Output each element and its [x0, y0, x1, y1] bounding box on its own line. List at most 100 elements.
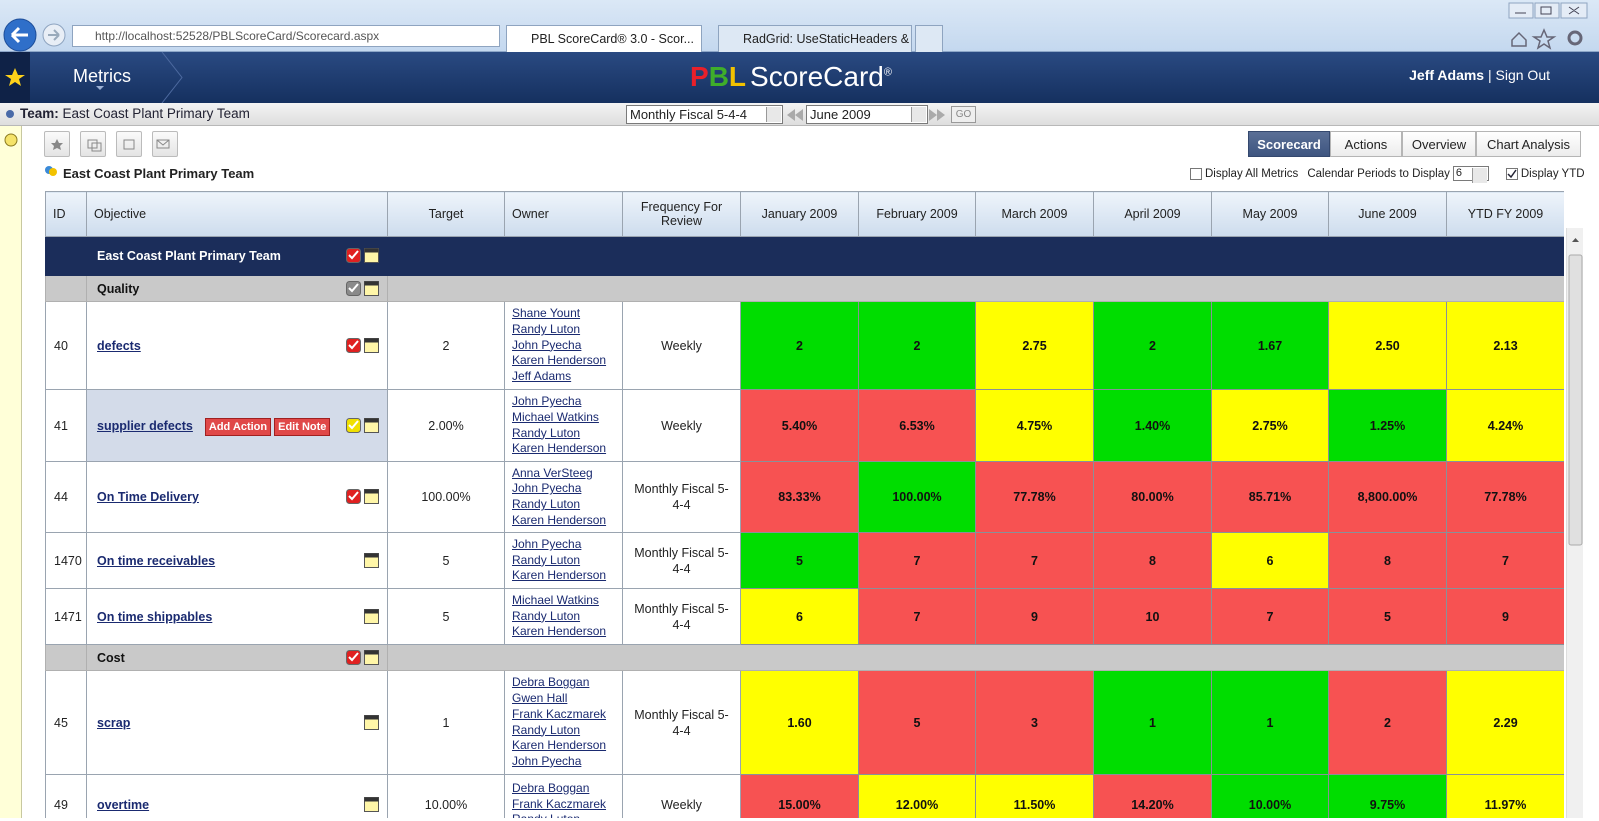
owner-link[interactable]: Karen Henderson: [512, 353, 607, 368]
objective-link[interactable]: On Time Delivery: [97, 490, 199, 504]
owner-link[interactable]: Randy Luton: [512, 497, 581, 511]
icons: [364, 608, 379, 624]
periods-select[interactable]: 6: [1452, 166, 1489, 183]
owner-link[interactable]: Michael Watkins: [512, 592, 599, 607]
owner-link[interactable]: Randy Luton: [512, 812, 622, 818]
status-check: [346, 280, 361, 296]
tab[interactable]: Chart Analysis: [1476, 131, 1581, 157]
owner-link[interactable]: Debra Boggan: [512, 675, 590, 690]
action-button[interactable]: Edit Note: [274, 417, 331, 436]
display-ytd-checkbox[interactable]: [1505, 167, 1518, 180]
owner-link[interactable]: Karen Henderson: [512, 738, 607, 753]
note-icon-shape: [364, 337, 379, 353]
display-all-checkbox[interactable]: [1190, 167, 1202, 180]
owner-link[interactable]: Karen Henderson: [512, 512, 607, 527]
side-panel: [0, 126, 22, 818]
column-header: February 2009: [858, 191, 976, 237]
note-icon: [364, 280, 379, 296]
action-button[interactable]: Add Action: [204, 417, 272, 436]
period-select[interactable]: June 2009: [806, 105, 928, 124]
display-ytd-label: Display YTD: [1520, 167, 1585, 180]
column-header: May 2009: [1211, 191, 1329, 237]
icons: [346, 248, 379, 263]
owner-link[interactable]: Karen Henderson: [512, 441, 607, 456]
metric-row: 1471 On time shippables 5 Michael Watkins Ra…: [45, 588, 1564, 645]
value-cell: 8,800.00%: [1328, 461, 1447, 533]
tab[interactable]: Scorecard: [1248, 131, 1330, 157]
note-icon-shape: [364, 417, 379, 433]
side-icon[interactable]: [0, 126, 22, 156]
objective-link[interactable]: overtime: [97, 797, 150, 812]
owner-cell: Shane Yount Randy Luton John Pyecha Karen H…: [504, 301, 623, 390]
owner-link[interactable]: Karen Henderson: [512, 568, 607, 583]
owner-link[interactable]: Shane Yount: [512, 306, 581, 321]
logo-letter: B: [708, 61, 729, 92]
toolbar-button[interactable]: [116, 131, 142, 157]
owner-link[interactable]: Randy Luton: [512, 321, 581, 336]
metric-row: 41 supplier defects Add Action Edit Note 2.0…: [45, 389, 1564, 462]
owner-cell: Michael Watkins Randy Luton Karen Henderso…: [504, 588, 623, 645]
objective-link[interactable]: defects: [97, 338, 141, 353]
sign-out[interactable]: Sign Out: [1495, 67, 1550, 83]
objective-link[interactable]: supplier defects: [97, 418, 193, 433]
address-bar[interactable]: http://localhost:52528/PBLScoreCard/Scor…: [72, 25, 500, 47]
group-row: East Coast Plant Primary Team: [45, 236, 1564, 276]
section-name: Cost: [97, 650, 125, 665]
frequency-cell: Weekly: [622, 301, 741, 390]
new-tab[interactable]: [915, 25, 943, 52]
period-nav[interactable]: [787, 108, 947, 122]
value-cell: 2.75: [975, 301, 1094, 390]
tab[interactable]: Overview: [1402, 131, 1476, 157]
owner-link[interactable]: Karen Henderson: [512, 624, 607, 639]
note-icon: [364, 248, 379, 263]
objective-cell: supplier defects Add Action Edit Note: [86, 389, 388, 462]
owner-link[interactable]: John Pyecha: [512, 753, 582, 768]
objective-link[interactable]: scrap: [97, 715, 131, 730]
owner-link[interactable]: Randy Luton: [512, 722, 581, 737]
tab[interactable]: Actions: [1330, 131, 1402, 157]
owner-link[interactable]: Gwen Hall: [512, 691, 568, 706]
owner-link[interactable]: Jeff Adams: [512, 369, 572, 384]
owner-link[interactable]: Randy Luton: [512, 608, 581, 623]
target-cell: 2: [387, 301, 505, 390]
section-row: Quality: [45, 275, 1564, 302]
owner-link[interactable]: Randy Luton: [512, 552, 581, 567]
column-header: Frequency For Review: [622, 191, 741, 237]
owner-link[interactable]: Anna VerSteeg: [512, 465, 593, 480]
owner-link[interactable]: John Pyecha: [512, 481, 582, 496]
owner-link[interactable]: Debra Boggan: [512, 780, 590, 795]
period-type-select[interactable]: Monthly Fiscal 5-4-4: [626, 105, 783, 124]
value-cell: 2.29: [1446, 670, 1564, 775]
note-icon-shape: [364, 796, 379, 812]
objective-link[interactable]: On time shippables: [97, 609, 213, 624]
value-cell: 7: [1211, 588, 1329, 645]
owner-link[interactable]: John Pyecha: [512, 536, 582, 551]
target-cell: 2.00%: [387, 389, 505, 462]
favorites[interactable]: [0, 52, 30, 103]
toolbar-button[interactable]: [152, 131, 178, 157]
id-cell: 44: [45, 461, 87, 533]
owner-link[interactable]: John Pyecha: [512, 394, 582, 409]
objective-link[interactable]: On time receivables: [97, 553, 216, 568]
browser-tab[interactable]: PBL ScoreCard® 3.0 - Scor...: [506, 25, 702, 52]
note-icon-shape: [364, 649, 379, 665]
owner-link[interactable]: Frank Kaczmarek: [512, 706, 607, 721]
periods-value: 6: [1455, 167, 1462, 179]
go-button[interactable]: GO: [951, 106, 976, 123]
status-check-shape: [346, 649, 361, 665]
metric-row: 1470 On time receivables 5 John Pyecha Randy…: [45, 532, 1564, 589]
value-cell: 2: [1093, 301, 1212, 390]
metric-row: 40 defects 2 Shane Yount Randy Luton John Pye…: [45, 301, 1564, 390]
objective-cell: defects: [86, 301, 388, 390]
owner-link[interactable]: Randy Luton: [512, 425, 581, 440]
owner-link[interactable]: John Pyecha: [512, 337, 582, 352]
toolbar-button[interactable]: [80, 131, 106, 157]
note-icon-shape: [364, 714, 379, 730]
browser-tab[interactable]: RadGrid: UseStaticHeaders & ...: [718, 25, 912, 52]
window-controls[interactable]: [1508, 2, 1590, 50]
nav-buttons[interactable]: [2, 18, 72, 52]
owner-link[interactable]: Frank Kaczmarek: [512, 796, 607, 811]
scrollbar[interactable]: [1566, 228, 1583, 818]
menu[interactable]: Metrics: [73, 66, 131, 86]
owner-link[interactable]: Michael Watkins: [512, 409, 599, 424]
